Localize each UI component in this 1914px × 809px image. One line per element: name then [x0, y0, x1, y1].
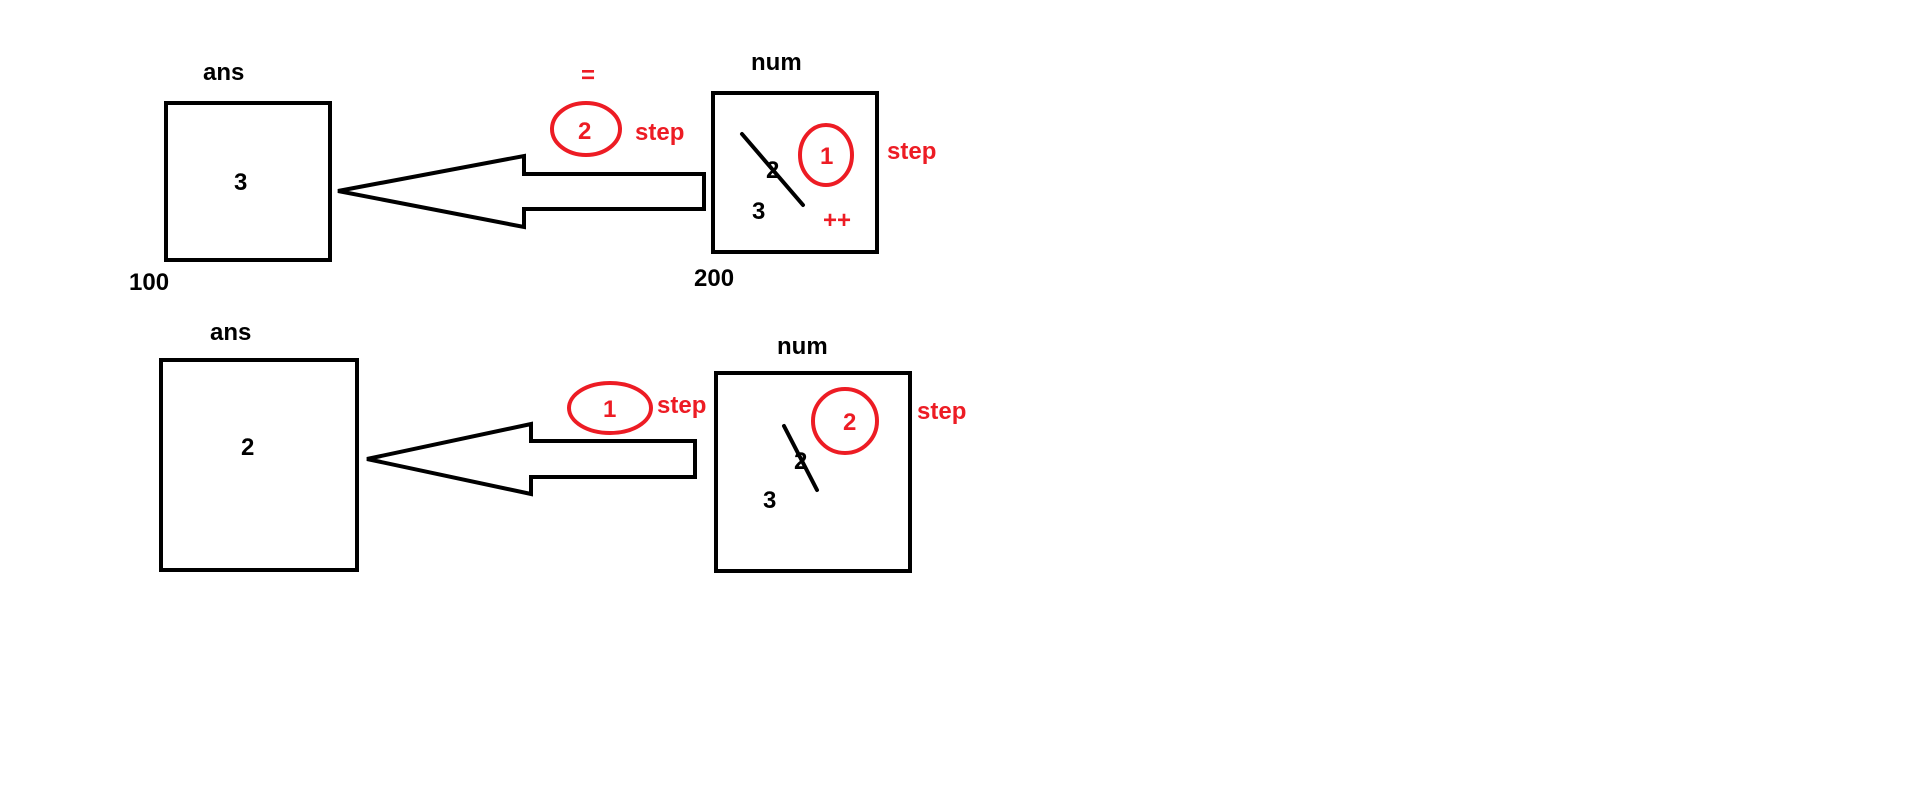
top-increment-operator: ++ [823, 207, 851, 234]
top-num-box [711, 91, 879, 254]
bottom-num-box [714, 371, 912, 573]
top-num-label: num [751, 49, 802, 76]
top-increment-step-number: 1 [820, 143, 833, 170]
bottom-diagram: ans 2 1 step num 2 3 2 step [159, 319, 966, 573]
top-ans-value: 3 [234, 169, 247, 196]
top-num-new-value: 3 [752, 198, 765, 225]
bottom-num-new-value: 3 [763, 487, 776, 514]
bottom-num-strikethrough [782, 424, 819, 492]
top-num-address: 200 [694, 265, 734, 292]
top-ans-box [164, 101, 332, 262]
top-assign-symbol: = [581, 62, 595, 89]
top-increment-step-label: step [887, 138, 936, 165]
top-ans-address: 100 [129, 269, 169, 296]
top-assign-step-number: 2 [578, 118, 591, 145]
bottom-num-label: num [777, 333, 828, 360]
top-increment-step-circle [798, 123, 854, 187]
bottom-assign-step-label: step [657, 392, 706, 419]
top-assign-step-circle [550, 101, 622, 157]
bottom-ans-label: ans [210, 319, 251, 346]
bottom-assign-step-circle [567, 381, 653, 435]
bottom-assign-arrow [366, 421, 697, 497]
bottom-assign-step-number: 1 [603, 396, 616, 423]
top-diagram: ans 3 100 = 2 step num 2 3 1 ++ step 200 [129, 49, 936, 296]
bottom-increment-step-label: step [917, 398, 966, 425]
top-ans-label: ans [203, 59, 244, 86]
bottom-ans-box [159, 358, 359, 572]
top-num-strikethrough [740, 132, 805, 207]
top-assign-step-label: step [635, 119, 684, 146]
top-assign-arrow [337, 153, 706, 230]
bottom-increment-step-number: 2 [843, 409, 856, 436]
bottom-increment-step-circle [811, 387, 879, 455]
bottom-ans-value: 2 [241, 434, 254, 461]
